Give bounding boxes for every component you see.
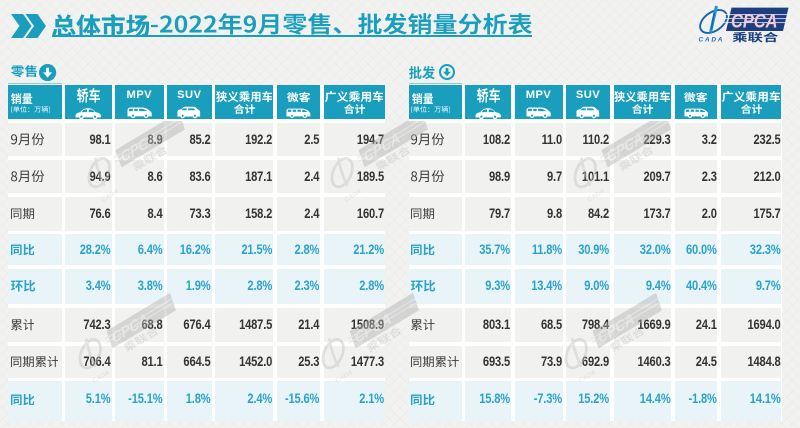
- svg-text:CADA: CADA: [699, 37, 723, 44]
- svg-text:CADA: CADA: [577, 369, 597, 385]
- svg-text:CADA: CADA: [100, 188, 120, 204]
- svg-text:CADA: CADA: [91, 369, 111, 385]
- svg-text:CADA: CADA: [343, 188, 363, 204]
- svg-text:CADA: CADA: [334, 369, 354, 385]
- svg-text:CADA: CADA: [586, 188, 606, 204]
- svg-text:CPCA: CPCA: [731, 12, 778, 33]
